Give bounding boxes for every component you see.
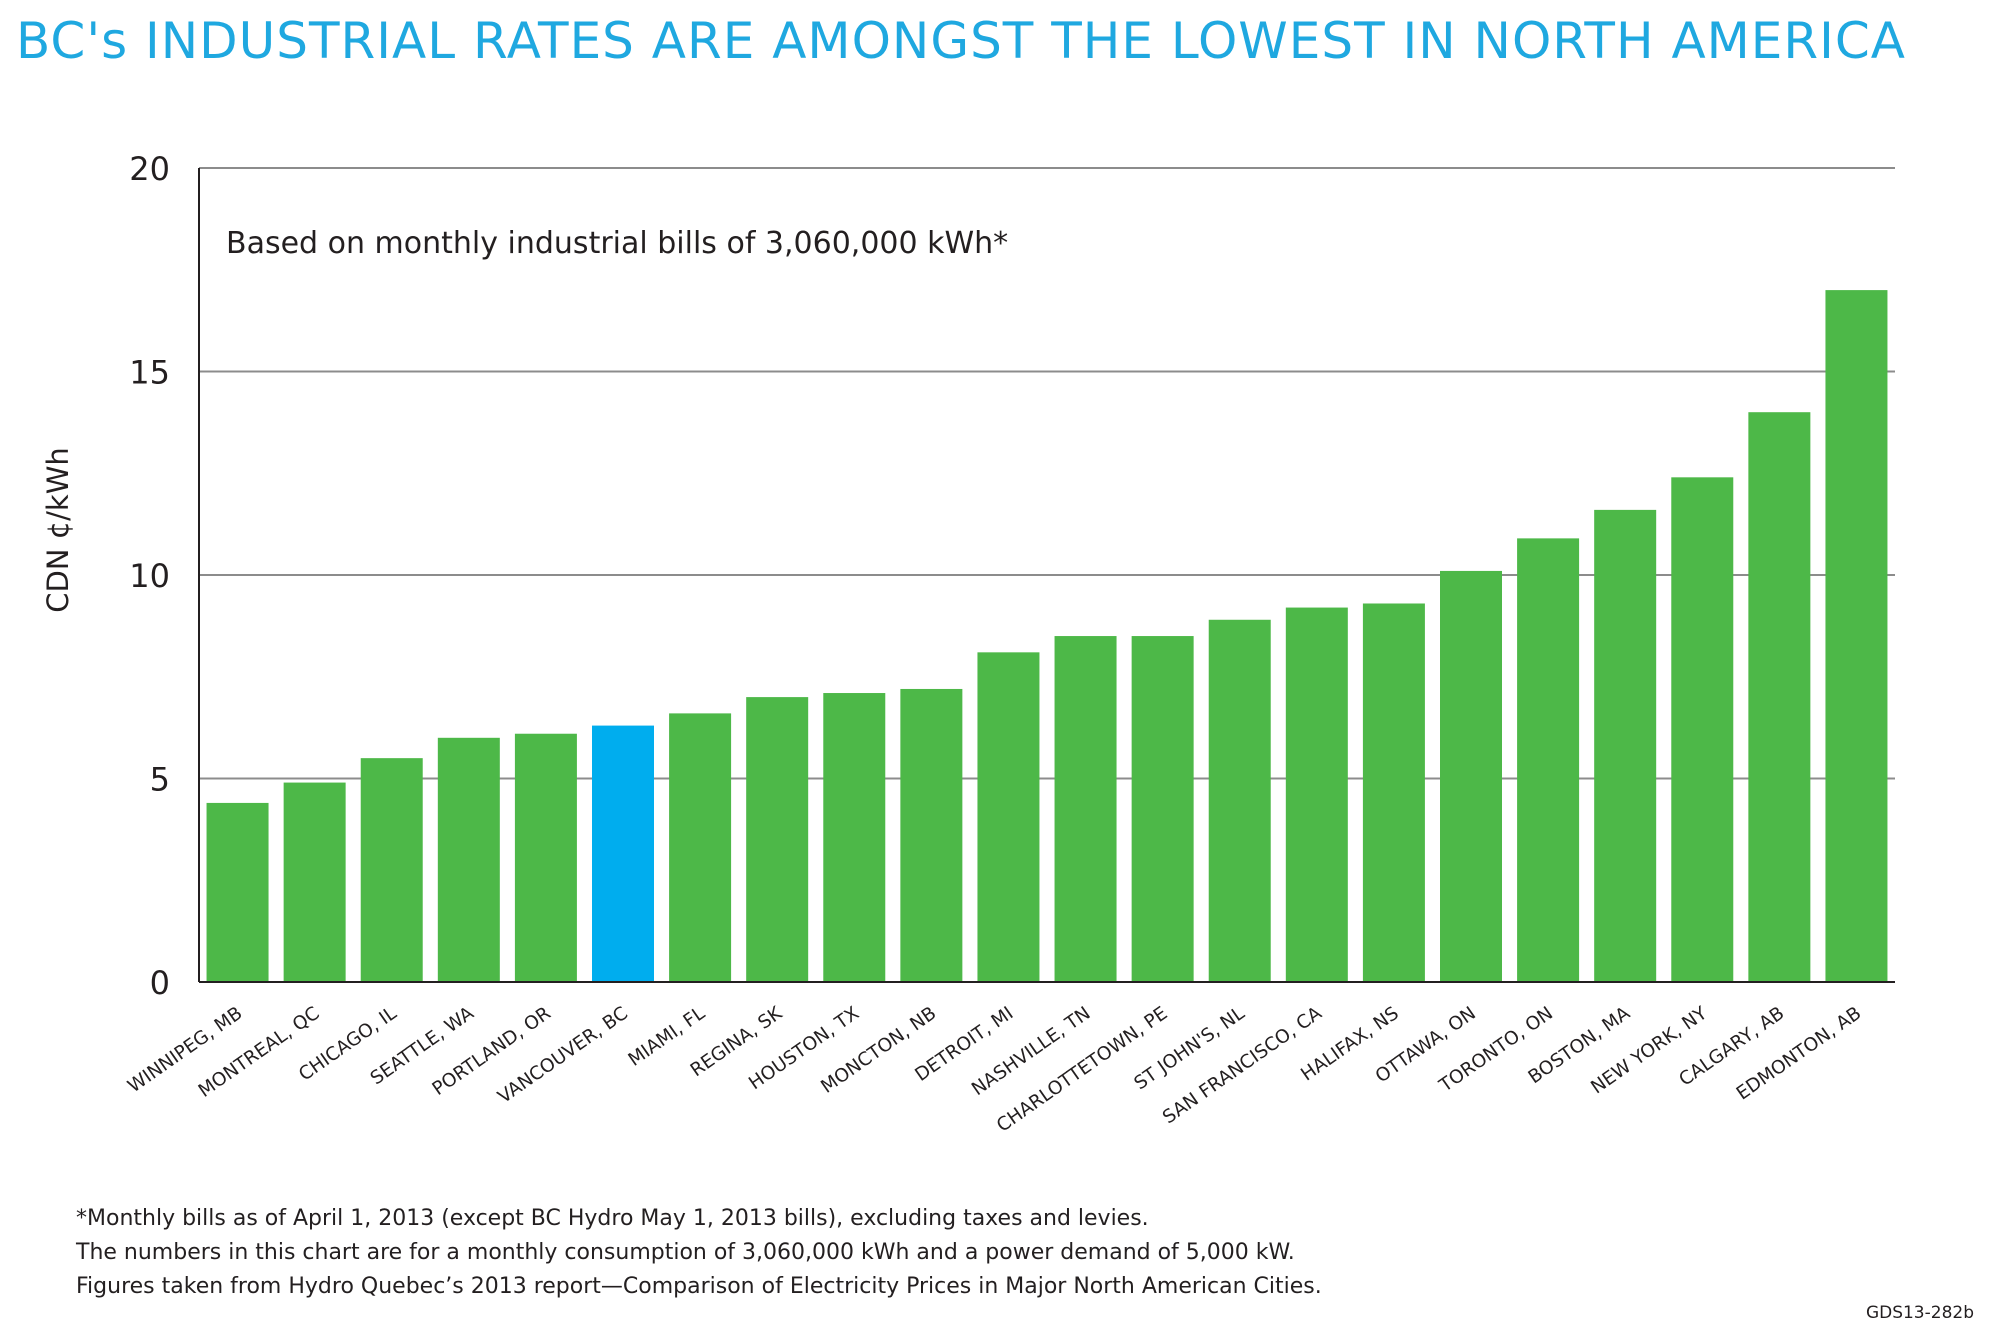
document-code: GDS13-282b [1865, 1303, 1974, 1323]
bar [514, 733, 577, 982]
bar [1440, 570, 1502, 982]
y-tick-label: 0 [150, 964, 170, 1002]
bar [823, 693, 886, 982]
footnote-line: The numbers in this chart are for a mont… [76, 1240, 1295, 1265]
y-tick-label: 5 [150, 761, 170, 799]
x-tick-label: VANCOUVER, BC [494, 1003, 632, 1108]
bar [669, 713, 732, 982]
x-tick-label: EDMONTON, AB [1733, 1003, 1866, 1105]
footnotes: *Monthly bills as of April 1, 2013 (exce… [76, 1202, 1322, 1304]
bar [1362, 603, 1425, 982]
bar [1825, 290, 1888, 983]
bar [1208, 619, 1271, 982]
bar [746, 697, 809, 982]
y-tick-label: 10 [129, 557, 170, 595]
y-axis-label: CDN ¢/kWh [41, 447, 75, 613]
footnote-line: *Monthly bills as of April 1, 2013 (exce… [76, 1206, 1149, 1231]
bar [1671, 477, 1734, 982]
bar [1517, 538, 1580, 982]
bar [1594, 509, 1657, 982]
chart-annotation: Based on monthly industrial bills of 3,0… [226, 226, 1008, 261]
bar [977, 652, 1040, 982]
bar [900, 688, 963, 982]
bar [1054, 636, 1117, 982]
footnote-line: Figures taken from Hydro Quebec’s 2013 r… [76, 1274, 1322, 1299]
bar [1285, 607, 1348, 982]
bar [592, 725, 654, 982]
page-title: BC's INDUSTRIAL RATES ARE AMONGST THE LO… [16, 12, 1906, 70]
bar [283, 782, 346, 982]
bar [206, 802, 269, 982]
bar [1748, 412, 1811, 982]
bar [1131, 636, 1194, 982]
y-tick-label: 20 [129, 150, 170, 188]
y-tick-label: 15 [129, 354, 170, 392]
bar [437, 737, 500, 982]
bar [360, 758, 423, 982]
